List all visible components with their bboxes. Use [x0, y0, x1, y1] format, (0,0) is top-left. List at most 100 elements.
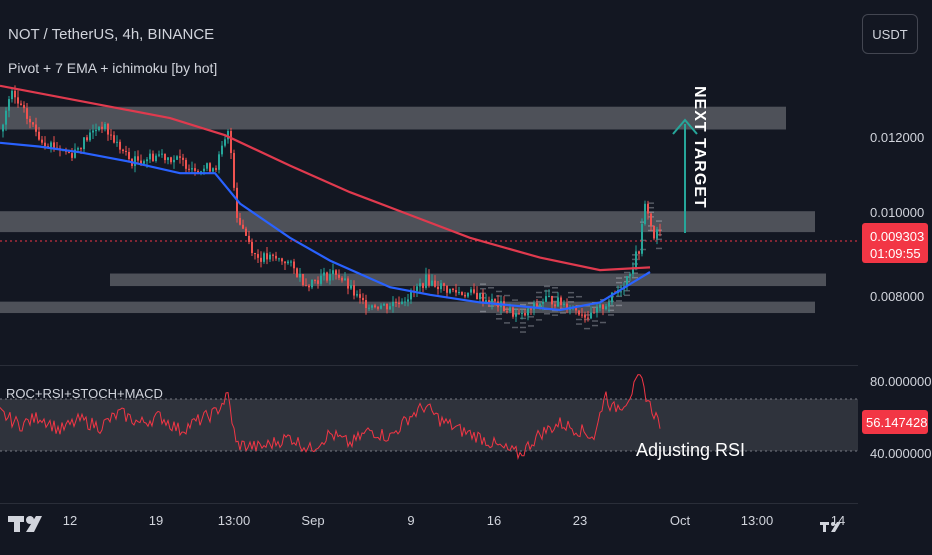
candle-body [236, 187, 238, 218]
candle-body [134, 156, 136, 166]
candle-body [149, 153, 151, 160]
candle [362, 293, 364, 305]
candle [86, 134, 88, 142]
candle [554, 301, 556, 309]
candle-body [215, 168, 217, 170]
candle [122, 148, 124, 154]
candle [89, 129, 91, 142]
pivot-dot [512, 308, 518, 310]
candle-body [440, 283, 442, 290]
candle-body [203, 168, 205, 172]
candle [386, 303, 388, 314]
pivot-dot [496, 318, 502, 320]
candle [263, 251, 265, 264]
price-zone [0, 301, 815, 314]
candle [92, 124, 94, 139]
ema-fast-line [0, 141, 651, 312]
candle-body [581, 314, 583, 316]
candle-body [659, 230, 661, 232]
pivot-dot [584, 327, 590, 330]
candle [278, 257, 280, 262]
candle-body [173, 159, 175, 163]
candle [527, 306, 529, 321]
candle [626, 275, 628, 291]
pivot-dot [496, 313, 502, 315]
candle-body [164, 153, 166, 161]
time-axis[interactable]: 12 19 13:00 Sep 9 16 23 Oct 13:00 14 [0, 503, 858, 528]
candle [191, 161, 193, 174]
pivot-dot [560, 312, 566, 314]
candle [110, 129, 112, 141]
candle [476, 286, 478, 300]
candle-body [467, 292, 469, 297]
candle [50, 140, 52, 153]
candle-body [287, 261, 289, 264]
candle-body [245, 228, 247, 236]
pivot-dot [552, 287, 558, 289]
candle-body [32, 122, 34, 125]
candle [563, 300, 565, 308]
candle [287, 259, 289, 265]
pivot-dot [608, 309, 614, 312]
candle-body [587, 317, 589, 319]
candle [467, 292, 469, 299]
candle-body [23, 105, 25, 109]
pivot-dot [536, 296, 542, 298]
pivot-dot [568, 291, 574, 294]
pivot-dot [648, 206, 654, 209]
candle-body [470, 289, 472, 293]
osc-separator [0, 365, 858, 366]
candle [209, 162, 211, 173]
candle-body [539, 303, 541, 307]
candle-body [2, 124, 4, 132]
candle-body [101, 126, 103, 129]
oscillator-label[interactable]: ROC+RSI+STOCH+MACD [6, 386, 163, 401]
pivot-dot [576, 323, 582, 325]
candle-body [188, 168, 190, 170]
candle [512, 306, 514, 319]
candle-body [248, 235, 250, 242]
candle-body [230, 131, 232, 154]
candle-body [329, 274, 331, 281]
rsi-line [0, 374, 661, 461]
pivot-dot [648, 211, 654, 214]
candle-body [404, 301, 406, 303]
candle-body [641, 224, 643, 254]
indicator-label[interactable]: Pivot + 7 EMA + ichimoku [by hot] [8, 60, 218, 76]
candle-body [233, 153, 235, 188]
candle [290, 259, 292, 267]
pivot-dot [480, 283, 486, 285]
osc-value-tag-text: 56.147428 [866, 415, 927, 430]
candle-body [383, 303, 385, 306]
candle [248, 230, 250, 245]
candle [161, 149, 163, 158]
candle-body [29, 118, 31, 123]
pivot-dot [528, 302, 534, 304]
x-tick-label: 12 [63, 513, 77, 528]
price-zones [0, 106, 826, 314]
candle [380, 303, 382, 310]
candle [422, 282, 424, 293]
candle [485, 293, 487, 304]
ema-slow-line [0, 84, 651, 272]
candle-body [461, 292, 463, 295]
currency-button[interactable]: USDT [862, 14, 918, 54]
candle [98, 126, 100, 132]
pivot-dot [584, 318, 590, 321]
candle-body [83, 137, 85, 150]
price-axis[interactable]: 0.012000 0.010000 0.008000 0.009303 01:0… [862, 130, 931, 461]
x-tick-label: 16 [487, 513, 501, 528]
candle-body [533, 303, 535, 310]
candle-body [653, 225, 655, 239]
candle-body [227, 131, 229, 140]
candle [440, 280, 442, 293]
candle-body [80, 148, 82, 150]
candle [335, 269, 337, 280]
candle [548, 289, 550, 298]
candle-body [170, 157, 172, 163]
candle [29, 115, 31, 129]
candle [356, 290, 358, 298]
x-tick-label: 13:00 [218, 513, 251, 528]
